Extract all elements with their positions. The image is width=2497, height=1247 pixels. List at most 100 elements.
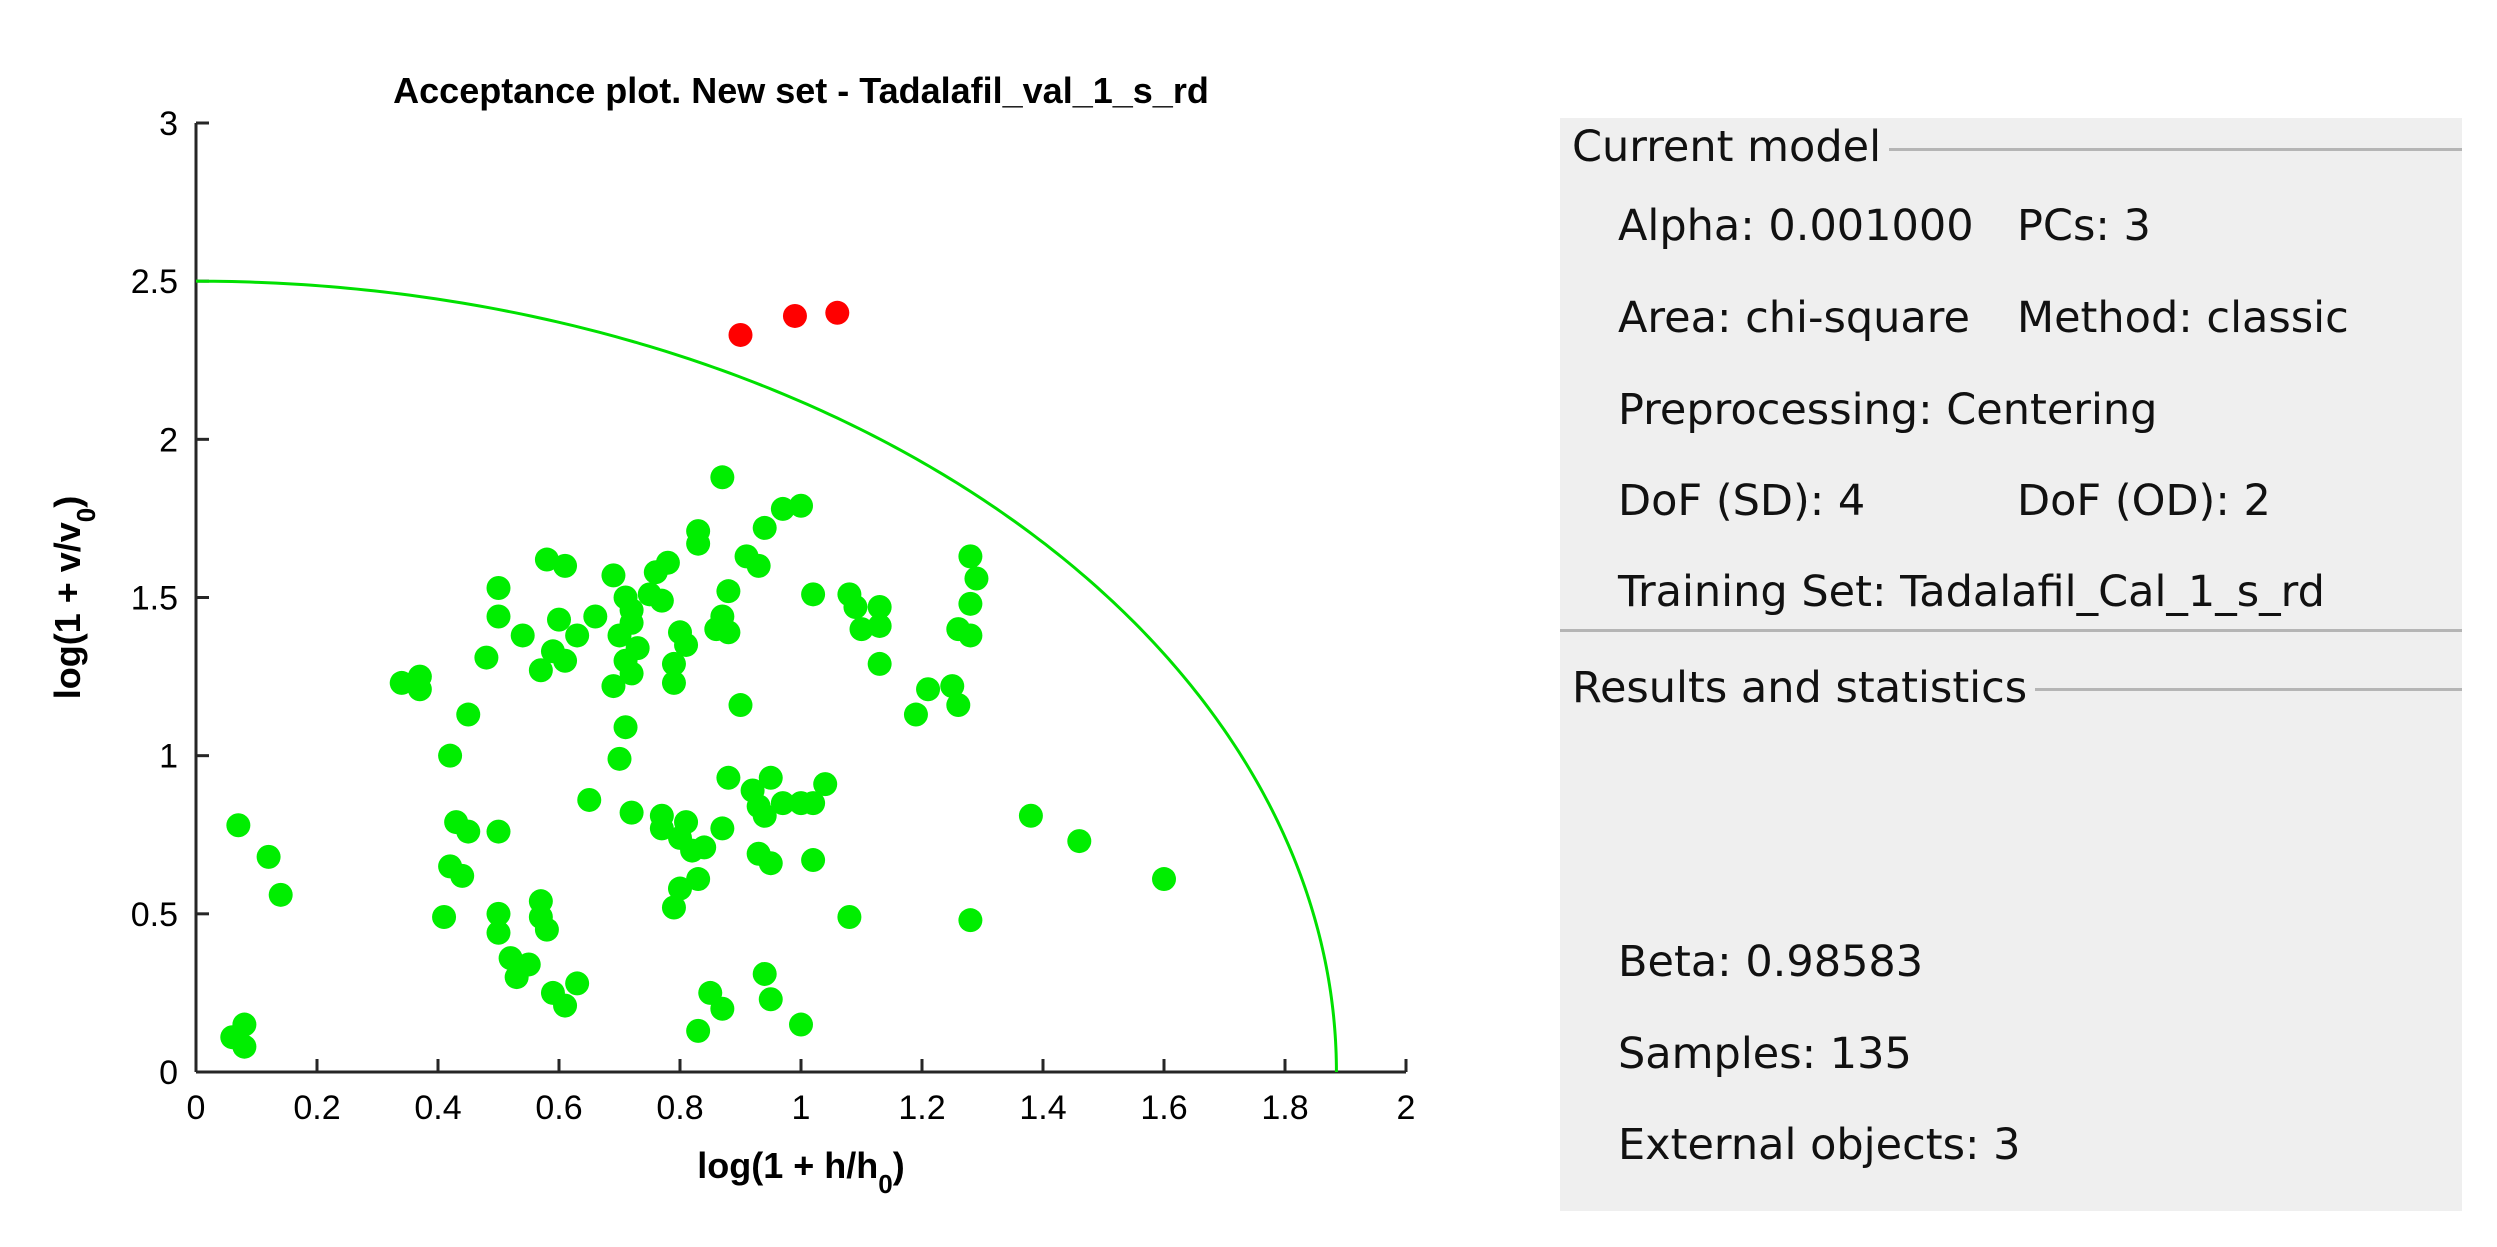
x-tick-label: 0.2 [293, 1089, 340, 1127]
accepted-sample-point [801, 582, 826, 607]
accepted-sample-point [958, 591, 983, 616]
accepted-sample-point [801, 791, 826, 816]
accepted-sample-point [686, 531, 711, 556]
accepted-sample-point [649, 816, 674, 841]
accepted-sample-point [655, 550, 680, 575]
preprocessing-value: Preprocessing: Centering [1618, 385, 2158, 435]
accepted-sample-point [232, 1012, 257, 1037]
accepted-sample-point [964, 566, 989, 591]
accepted-sample-point [456, 819, 481, 844]
accepted-sample-point [867, 594, 892, 619]
x-tick-label: 0 [187, 1089, 206, 1127]
accepted-sample-point [607, 623, 632, 648]
accepted-sample-point [649, 588, 674, 613]
accepted-sample-point [801, 848, 826, 873]
external-object-point [825, 300, 850, 325]
accepted-sample-point [674, 810, 699, 835]
y-tick-label: 2 [159, 421, 178, 459]
tick-labels: 0 0.2 0.4 0.6 0.8 1 1.2 1.4 1.6 1.8 2 0 0.5 1 1.5 2 2.5 3 [131, 105, 1416, 1127]
data-points [220, 300, 1176, 1059]
accepted-sample-point [758, 987, 783, 1012]
accepted-sample-point [619, 661, 644, 686]
accepted-sample-point [456, 702, 481, 727]
accepted-sample-point [407, 677, 432, 702]
acceptance-plot: Acceptance plot. New set - Tadalafil_val… [47, 70, 1416, 1199]
accepted-sample-point [758, 851, 783, 876]
accepted-sample-point [716, 765, 741, 790]
model-info-panel: Current model Alpha: 0.001000 PCs: 3 Are… [1560, 118, 2462, 1211]
area-value: Area: chi-square [1618, 293, 1970, 343]
accepted-sample-point [867, 613, 892, 638]
accepted-sample-point [534, 547, 559, 572]
accepted-sample-point [710, 996, 735, 1021]
x-tick-label: 1.6 [1140, 1089, 1187, 1127]
accepted-sample-point [226, 813, 251, 838]
accepted-sample-point [668, 876, 692, 901]
accepted-sample-point [547, 607, 571, 632]
accepted-sample-point [686, 1018, 711, 1043]
accepted-sample-point [504, 965, 529, 990]
accepted-sample-point [389, 670, 414, 695]
accepted-sample-point [486, 576, 511, 601]
accepted-sample-point [789, 1012, 813, 1037]
accepted-sample-point [486, 901, 511, 926]
accepted-sample-point [498, 946, 523, 971]
y-axis-title: log(1 + v/v0) [47, 496, 101, 700]
accepted-sample-point [752, 961, 777, 986]
dof-od-value: DoF (OD): 2 [2017, 476, 2271, 526]
external-object-point [728, 322, 753, 347]
x-axis-title: log(1 + h/h0) [697, 1145, 904, 1199]
accepted-sample-point [256, 844, 281, 869]
accepted-sample-point [1152, 867, 1176, 892]
y-tick-label: 1 [159, 738, 178, 776]
current-model-group-border [1560, 148, 2462, 151]
accepted-sample-point [565, 623, 590, 648]
y-tick-label: 3 [159, 105, 178, 143]
accepted-sample-point [661, 651, 686, 676]
accepted-sample-point [837, 905, 862, 929]
accepted-sample-point [940, 674, 965, 699]
accepted-sample-point [613, 715, 638, 740]
accepted-sample-point [958, 908, 983, 933]
accepted-sample-point [958, 623, 983, 648]
accepted-sample-point [716, 620, 741, 645]
x-tick-label: 2 [1397, 1089, 1416, 1127]
method-value: Method: classic [2017, 293, 2349, 343]
accepted-sample-point [770, 791, 795, 816]
x-tick-label: 1.4 [1019, 1089, 1066, 1127]
x-tick-label: 1.8 [1261, 1089, 1308, 1127]
accepted-sample-point [661, 895, 686, 920]
results-group-border [1560, 629, 2462, 632]
accepted-sample-point [528, 658, 553, 683]
external-objects-value: External objects: 3 [1618, 1120, 2021, 1170]
accepted-sample-point [752, 515, 777, 540]
accepted-sample-point [686, 867, 711, 892]
accepted-sample-point [486, 604, 511, 629]
accepted-sample-point [486, 819, 511, 844]
accepted-sample-point [916, 677, 941, 702]
x-tick-label: 0.6 [535, 1089, 582, 1127]
axes [194, 121, 1408, 1074]
accepted-sample-point [553, 993, 578, 1018]
accepted-sample-point [486, 920, 511, 945]
accepted-sample-point [746, 553, 771, 578]
accepted-sample-point [674, 632, 699, 657]
accepted-sample-point [577, 787, 602, 812]
accepted-sample-point [619, 800, 644, 825]
acceptance-boundary-curve [195, 279, 1338, 1073]
beta-value: Beta: 0.98583 [1618, 937, 1924, 987]
accepted-sample-point [849, 617, 874, 642]
alpha-value: Alpha: 0.001000 [1618, 201, 1974, 251]
dof-sd-value: DoF (SD): 4 [1618, 476, 1866, 526]
accepted-sample-point [553, 553, 578, 578]
accepted-sample-point [268, 882, 293, 907]
accepted-sample-point [438, 743, 463, 768]
accepted-sample-point [958, 544, 983, 569]
y-tick-label: 1.5 [131, 580, 178, 618]
accepted-sample-point [710, 816, 735, 841]
current-model-group-title: Current model [1560, 122, 1890, 172]
accepted-sample-point [583, 604, 608, 629]
y-tick-label: 0.5 [131, 896, 178, 934]
y-tick-label: 2.5 [131, 263, 178, 301]
accepted-sample-point [770, 496, 795, 521]
